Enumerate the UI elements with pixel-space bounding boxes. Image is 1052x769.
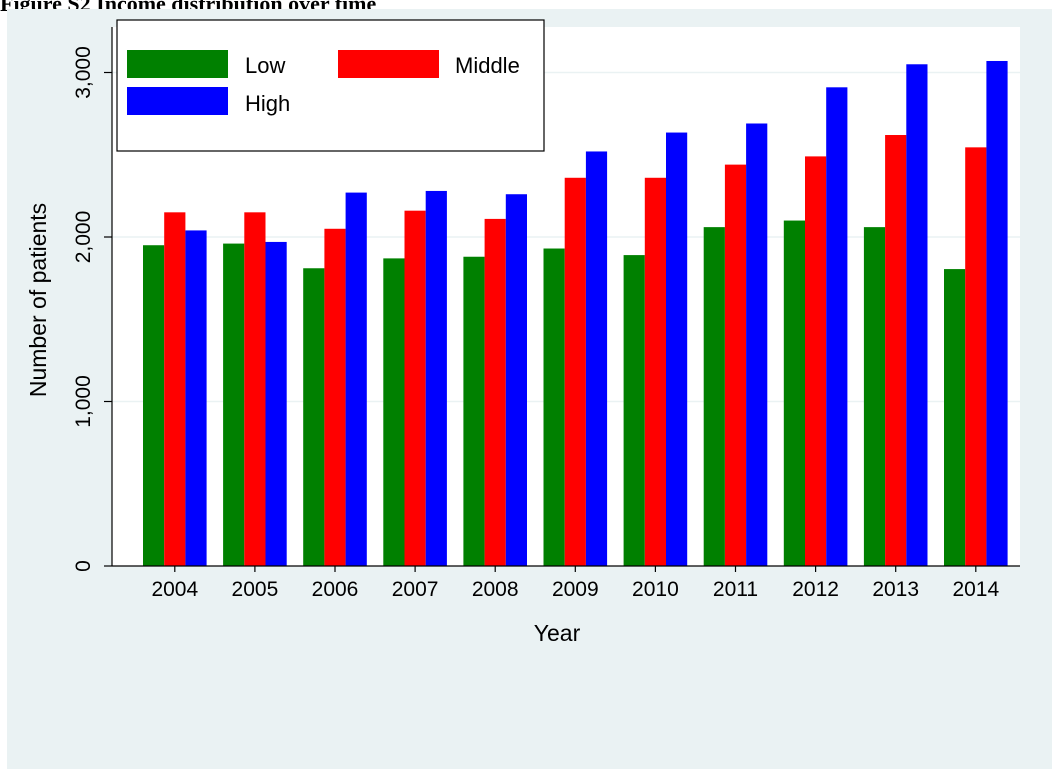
x-tick-label: 2010 bbox=[632, 578, 679, 601]
bar-low-2011 bbox=[703, 227, 725, 566]
legend-label-middle: Middle bbox=[455, 53, 520, 78]
bar-low-2008 bbox=[463, 256, 485, 566]
x-tick-label: 2012 bbox=[792, 578, 839, 601]
bar-low-2007 bbox=[383, 258, 405, 566]
bar-middle-2008 bbox=[484, 218, 506, 566]
y-axis: 0 1,000 2,000 3,000 bbox=[72, 27, 113, 572]
x-tick-label: 2013 bbox=[872, 578, 919, 601]
bar-middle-2005 bbox=[244, 212, 266, 566]
x-axis-title: Year bbox=[534, 620, 581, 646]
bar-high-2005 bbox=[265, 241, 287, 566]
legend-box bbox=[116, 19, 545, 152]
bar-high-2006 bbox=[345, 192, 367, 566]
bar-low-2012 bbox=[783, 220, 805, 567]
bar-low-2009 bbox=[543, 248, 565, 566]
x-tick-label: 2014 bbox=[952, 578, 999, 601]
bar-high-2010 bbox=[666, 132, 688, 567]
bar-high-2011 bbox=[746, 123, 768, 567]
bar-low-2013 bbox=[863, 227, 886, 566]
bar-high-2009 bbox=[585, 151, 608, 566]
bar-middle-2013 bbox=[885, 135, 907, 566]
legend-swatch-low bbox=[127, 50, 228, 78]
x-tick-label: 2006 bbox=[312, 578, 359, 601]
x-tick-label: 2007 bbox=[392, 578, 439, 601]
y-tick-label: 2,000 bbox=[72, 211, 95, 264]
legend-swatch-middle bbox=[338, 50, 439, 78]
x-tick-label: 2011 bbox=[713, 578, 758, 601]
bar-high-2014 bbox=[986, 60, 1008, 567]
bars bbox=[143, 60, 1008, 567]
bar-high-2004 bbox=[185, 230, 207, 567]
bar-middle-2004 bbox=[164, 212, 186, 566]
legend-swatch-high bbox=[127, 87, 228, 115]
y-tick-label: 3,000 bbox=[72, 46, 95, 99]
x-tick-label: 2005 bbox=[232, 578, 279, 601]
x-tick-label: 2008 bbox=[472, 578, 519, 601]
bar-high-2013 bbox=[906, 64, 928, 567]
bar-high-2008 bbox=[505, 194, 527, 567]
bar-middle-2010 bbox=[644, 177, 666, 566]
bar-middle-2014 bbox=[965, 147, 987, 566]
legend-label-high: High bbox=[245, 91, 290, 116]
legend: Low Middle High bbox=[116, 19, 545, 152]
bar-middle-2007 bbox=[404, 210, 426, 566]
bar-low-2005 bbox=[223, 243, 245, 566]
bar-high-2007 bbox=[425, 190, 447, 566]
bar-low-2010 bbox=[623, 255, 645, 566]
y-tick-label: 0 bbox=[72, 560, 95, 572]
legend-label-low: Low bbox=[245, 53, 285, 78]
y-tick-label: 1,000 bbox=[72, 375, 95, 428]
bar-middle-2012 bbox=[805, 156, 827, 566]
bar-low-2014 bbox=[944, 269, 966, 566]
bar-low-2004 bbox=[143, 245, 165, 566]
bar-middle-2009 bbox=[564, 177, 586, 566]
x-axis: 2004 2005 2006 2007 2008 2009 2010 2011 2012 2013… bbox=[112, 565, 1020, 601]
bar-low-2006 bbox=[303, 268, 325, 566]
bar-high-2012 bbox=[826, 87, 848, 567]
x-tick-label: 2004 bbox=[151, 578, 198, 601]
bar-middle-2011 bbox=[724, 164, 747, 566]
bar-middle-2006 bbox=[324, 228, 346, 566]
y-axis-title: Number of patients bbox=[25, 203, 51, 397]
x-tick-label: 2009 bbox=[552, 578, 599, 601]
